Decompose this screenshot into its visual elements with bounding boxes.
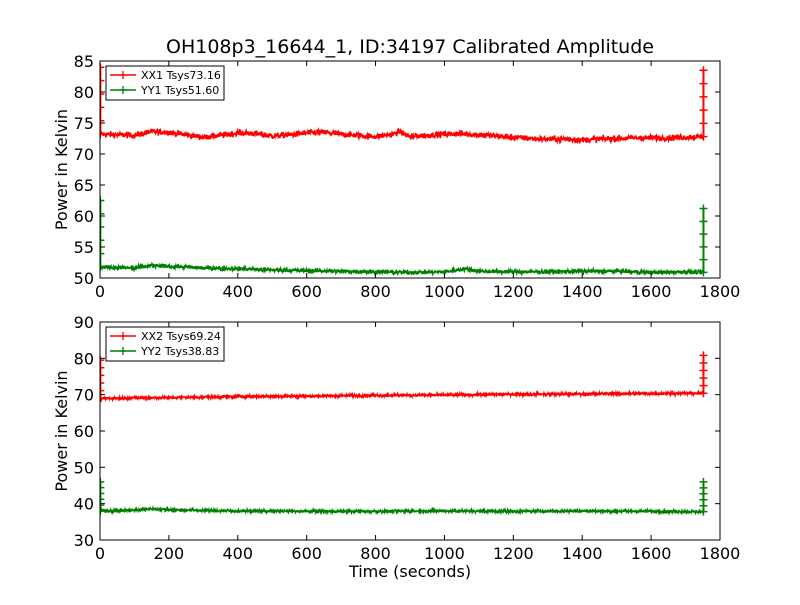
y-tick-label: 75	[74, 114, 94, 133]
y-tick-label: 55	[74, 238, 94, 257]
x-tick-label: 0	[95, 544, 105, 563]
x-tick-label: 200	[154, 282, 185, 301]
y-tick-label: 65	[74, 176, 94, 195]
x-tick-label: 1400	[562, 282, 603, 301]
y-axis-title: Power in Kelvin	[52, 370, 71, 491]
spike-marker	[699, 381, 708, 390]
series-line	[100, 126, 704, 145]
legend-label: YY2 Tsys38.83	[140, 345, 219, 358]
y-tick-label: 50	[74, 458, 94, 477]
x-tick-label: 1400	[562, 544, 603, 563]
x-tick-label: 800	[360, 282, 391, 301]
legend-swatch-marker	[119, 332, 127, 340]
legend-box	[105, 65, 225, 101]
legend-swatch-marker	[119, 347, 127, 355]
x-tick-label: 600	[291, 282, 322, 301]
y-tick-label: 50	[74, 269, 94, 288]
spike-marker	[699, 66, 708, 75]
legend-swatch-marker	[119, 71, 127, 79]
x-tick-label: 1600	[631, 282, 672, 301]
y-tick-label: 70	[74, 386, 94, 405]
legend-swatch-marker	[119, 86, 127, 94]
spike-marker	[699, 255, 708, 264]
legend-label: YY1 Tsys51.60	[140, 84, 219, 97]
x-tick-label: 1800	[700, 544, 741, 563]
legend: XX1 Tsys73.16 YY1 Tsys51.60	[105, 65, 225, 101]
x-tick-label: 800	[360, 544, 391, 563]
spike-marker	[699, 132, 708, 141]
legend: XX2 Tsys69.24 YY2 Tsys38.83	[105, 326, 225, 362]
legend-label: XX1 Tsys73.16	[141, 69, 221, 82]
y-tick-label: 90	[74, 313, 94, 332]
spike-marker	[699, 268, 708, 277]
series-line	[100, 389, 704, 403]
figure-title: OH108p3_16644_1, ID:34197 Calibrated Amp…	[166, 36, 654, 58]
legend-label: XX2 Tsys69.24	[141, 330, 221, 343]
y-tick-label: 30	[74, 531, 94, 550]
spike-marker	[699, 358, 708, 367]
spike-marker	[699, 477, 708, 486]
spike-marker	[699, 366, 708, 375]
y-tick-label: 40	[74, 495, 94, 514]
x-axis-title: Time (seconds)	[348, 562, 471, 581]
series-line	[100, 261, 704, 277]
y-axis-title: Power in Kelvin	[52, 109, 71, 230]
spike-marker	[699, 389, 708, 398]
spike-marker	[699, 242, 708, 251]
x-tick-label: 1200	[493, 544, 534, 563]
spike-marker	[699, 106, 708, 115]
x-tick-label: 1600	[631, 544, 672, 563]
x-tick-label: 0	[95, 282, 105, 301]
y-tick-label: 60	[74, 207, 94, 226]
x-tick-label: 1000	[424, 282, 465, 301]
spike-marker	[699, 204, 708, 213]
chart-2: 0 200 400 600 800 1000 1200 1400 1600 1800 30 40 50 6…	[52, 313, 740, 581]
y-tick-label: 80	[74, 349, 94, 368]
x-tick-label: 600	[291, 544, 322, 563]
spike-marker	[699, 351, 708, 360]
axes-frame	[99, 60, 721, 279]
x-tick-label: 200	[154, 544, 185, 563]
x-tick-label: 1200	[493, 282, 534, 301]
y-tick-label: 60	[74, 422, 94, 441]
spike-marker	[699, 230, 708, 239]
x-tick-label: 400	[223, 282, 254, 301]
spike-marker	[699, 119, 708, 128]
x-tick-label: 1000	[424, 544, 465, 563]
spike-marker	[699, 79, 708, 88]
series-line	[100, 505, 704, 516]
spike-marker	[699, 92, 708, 101]
y-tick-label: 70	[74, 145, 94, 164]
spike-marker	[699, 374, 708, 383]
spike-marker	[699, 217, 708, 226]
legend-box	[105, 326, 225, 362]
x-tick-label: 1800	[700, 282, 741, 301]
x-tick-label: 400	[223, 544, 254, 563]
chart-1: 0 200 400 600 800 1000 1200 1400 1600 1800 50 55 60 6…	[52, 52, 740, 301]
y-tick-label: 80	[74, 83, 94, 102]
y-tick-label: 85	[74, 52, 94, 71]
